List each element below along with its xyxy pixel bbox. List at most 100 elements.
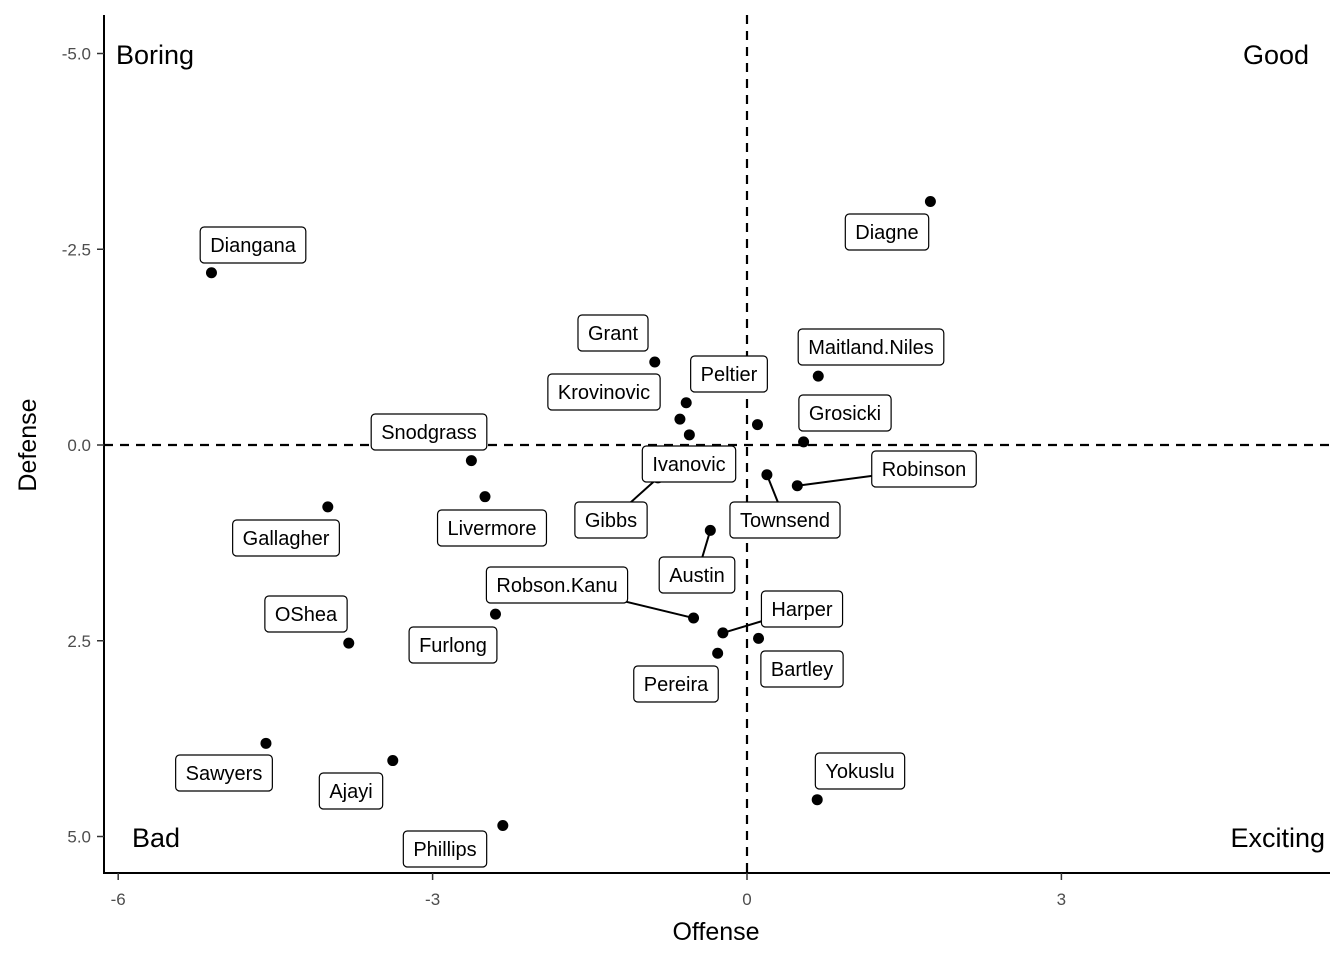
label-box: [760, 590, 844, 628]
y-tick-label: 2.5: [67, 632, 91, 651]
label-box: [641, 445, 737, 483]
point-label: Townsend: [729, 501, 841, 539]
y-tick-label: 0.0: [67, 436, 91, 455]
quadrant-label-top-left: Boring: [116, 40, 194, 70]
point-label-text: Yokuslu: [825, 761, 894, 783]
data-point: [811, 794, 823, 806]
data-point: [704, 524, 716, 536]
quadrant-label-top-right: Good: [1243, 40, 1309, 70]
data-point: [489, 608, 501, 620]
label-box: [729, 501, 841, 539]
point-label: Bartley: [760, 650, 844, 688]
label-box: [408, 626, 498, 664]
point-label: Austin: [658, 556, 736, 594]
y-tick-label: 5.0: [67, 828, 91, 847]
label-box: [574, 501, 648, 539]
point-label: Snodgrass: [370, 413, 488, 451]
point-label: Grosicki: [798, 394, 892, 432]
point-label: Grant: [577, 314, 649, 352]
data-point: [761, 469, 773, 481]
point-label: Harper: [760, 590, 844, 628]
point-label-text: Peltier: [701, 364, 758, 386]
point-label-text: Krovinovic: [558, 382, 650, 404]
y-tick-label: -2.5: [62, 240, 91, 259]
point-label: Sawyers: [175, 754, 273, 792]
point-label: OShea: [264, 595, 348, 633]
data-point: [387, 755, 399, 767]
label-box: [547, 373, 661, 411]
label-box: [436, 509, 548, 547]
point-label: Diagne: [844, 213, 930, 251]
data-point: [479, 491, 491, 503]
data-point: [205, 267, 217, 279]
data-point: [322, 501, 334, 513]
point-label: Phillips: [402, 830, 488, 868]
label-box: [175, 754, 273, 792]
point-label: Maitland.Niles: [797, 328, 945, 366]
data-point: [343, 637, 355, 649]
y-tick-label: -5.0: [62, 45, 91, 64]
data-point: [753, 632, 765, 644]
point-label-text: Ajayi: [329, 781, 372, 803]
point-label: Ivanovic: [641, 445, 737, 483]
label-box: [814, 752, 906, 790]
label-box: [798, 394, 892, 432]
label-box: [871, 450, 977, 488]
point-label: Diangana: [199, 226, 307, 264]
x-tick-label: 3: [1057, 890, 1066, 909]
point-label-text: Sawyers: [186, 763, 263, 785]
label-box: [318, 772, 384, 810]
point-label-text: Maitland.Niles: [808, 337, 934, 359]
point-label: Robson.Kanu: [485, 566, 629, 604]
point-label-text: Furlong: [419, 635, 487, 657]
point-label-text: Gibbs: [585, 510, 637, 532]
x-axis-title: Offense: [672, 918, 759, 946]
label-box: [658, 556, 736, 594]
point-label-text: Grosicki: [809, 403, 881, 425]
point-label-text: Grant: [588, 323, 638, 345]
label-box: [760, 650, 844, 688]
point-label: Furlong: [408, 626, 498, 664]
point-label: Robinson: [871, 450, 977, 488]
point-label: Krovinovic: [547, 373, 661, 411]
x-tick-label: 0: [742, 890, 751, 909]
data-point: [924, 195, 936, 207]
label-box: [690, 355, 768, 393]
data-point: [712, 647, 724, 659]
data-point: [680, 397, 692, 409]
point-label: Livermore: [436, 509, 548, 547]
point-label-text: Townsend: [740, 510, 830, 532]
label-box: [199, 226, 307, 264]
point-label: Ajayi: [318, 772, 384, 810]
point-label-text: Snodgrass: [381, 422, 477, 444]
label-box: [402, 830, 488, 868]
point-label-text: Austin: [669, 565, 725, 587]
point-label-text: Harper: [771, 599, 832, 621]
point-label-text: Bartley: [771, 659, 833, 681]
data-point: [798, 436, 810, 448]
point-label: Yokuslu: [814, 752, 906, 790]
label-box: [844, 213, 930, 251]
quadrant-label-bottom-left: Bad: [132, 823, 180, 853]
point-label: Pereira: [633, 665, 719, 703]
label-box: [232, 519, 340, 557]
point-label-text: Robinson: [882, 459, 967, 481]
point-label: Gibbs: [574, 501, 648, 539]
quadrant-label-bottom-right: Exciting: [1230, 823, 1325, 853]
data-point: [751, 419, 763, 431]
x-tick-label: -6: [111, 890, 126, 909]
point-label-text: Ivanovic: [652, 454, 725, 476]
data-point: [791, 480, 803, 492]
data-point: [649, 356, 661, 368]
point-label: Peltier: [690, 355, 768, 393]
point-label-text: Livermore: [448, 518, 537, 540]
label-box: [485, 566, 629, 604]
label-box: [264, 595, 348, 633]
label-box: [633, 665, 719, 703]
data-point: [260, 737, 272, 749]
point-label-text: Diangana: [210, 235, 297, 257]
x-tick-label: -3: [425, 890, 440, 909]
point-label-text: Pereira: [644, 674, 709, 696]
point-label-text: Diagne: [855, 222, 918, 244]
